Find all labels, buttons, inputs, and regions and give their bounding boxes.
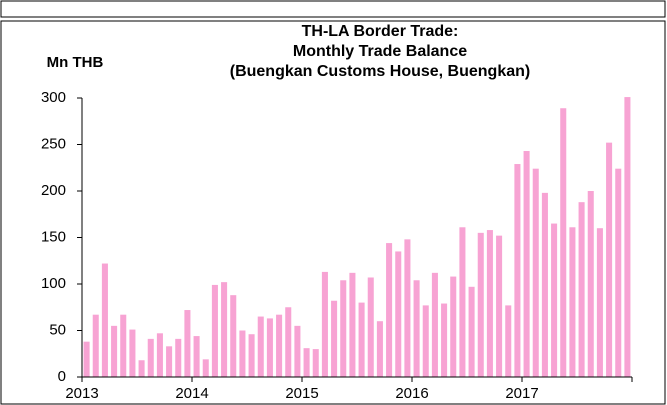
bar xyxy=(496,235,503,377)
x-tick-label: 2017 xyxy=(505,385,538,402)
bar xyxy=(523,151,530,377)
x-tick-label: 2016 xyxy=(395,385,428,402)
bar xyxy=(560,108,567,377)
bar xyxy=(285,307,292,377)
chart-title: Monthly Trade Balance xyxy=(293,43,467,60)
bar xyxy=(468,286,475,377)
top-frame xyxy=(0,0,666,18)
bar xyxy=(459,227,466,377)
bar xyxy=(156,333,163,377)
bar xyxy=(129,329,136,377)
bar xyxy=(175,338,182,377)
bar xyxy=(505,305,512,377)
bar xyxy=(83,341,90,377)
bar xyxy=(450,276,457,377)
bar xyxy=(211,284,218,377)
bar xyxy=(221,282,228,377)
bar xyxy=(166,346,173,377)
bar xyxy=(276,314,283,377)
bar xyxy=(514,164,521,377)
bar xyxy=(596,228,603,377)
bar xyxy=(147,338,154,377)
bar xyxy=(431,272,438,377)
x-tick-label: 2015 xyxy=(285,385,318,402)
chart-title: (Buengkan Customs House, Buengkan) xyxy=(230,63,530,80)
bar xyxy=(615,168,622,377)
y-tick-label: 150 xyxy=(41,228,66,245)
bar xyxy=(321,271,328,377)
y-tick-label: 250 xyxy=(41,135,66,152)
bar xyxy=(111,325,118,377)
bar xyxy=(624,97,631,377)
y-tick-label: 0 xyxy=(58,368,66,385)
bar xyxy=(386,243,393,377)
bar xyxy=(303,348,310,377)
bar xyxy=(569,227,576,377)
bar xyxy=(404,239,411,377)
bar xyxy=(422,305,429,377)
bar xyxy=(376,321,383,377)
bar xyxy=(578,202,585,377)
bar xyxy=(413,280,420,377)
y-tick-label: 100 xyxy=(41,275,66,292)
bar xyxy=(606,142,613,377)
x-tick-label: 2014 xyxy=(175,385,208,402)
x-tick-label: 2013 xyxy=(65,385,98,402)
bar xyxy=(541,192,548,377)
bar xyxy=(239,330,246,377)
bar xyxy=(248,334,255,377)
bar xyxy=(395,251,402,377)
bar xyxy=(532,168,539,377)
bar xyxy=(230,295,237,377)
y-tick-label: 50 xyxy=(49,321,66,338)
bar xyxy=(312,349,319,377)
bar xyxy=(587,191,594,377)
y-axis-label: Mn THB xyxy=(47,54,104,71)
bar xyxy=(349,272,356,377)
bar xyxy=(193,336,200,377)
bar xyxy=(138,360,145,377)
bar xyxy=(266,318,273,377)
bar xyxy=(486,230,493,377)
bar xyxy=(340,280,347,377)
bar xyxy=(257,316,264,377)
bar xyxy=(120,314,127,377)
bar xyxy=(331,300,338,377)
bar xyxy=(92,314,99,377)
bar xyxy=(202,359,209,377)
bar xyxy=(358,302,365,377)
chart-title: TH-LA Border Trade: xyxy=(302,23,459,40)
bar xyxy=(367,277,374,377)
bar xyxy=(441,303,448,377)
bar xyxy=(477,232,484,377)
bar xyxy=(101,263,108,377)
y-tick-label: 300 xyxy=(41,89,66,106)
bar xyxy=(294,325,301,377)
chart-frame xyxy=(0,20,666,405)
bar xyxy=(551,223,558,377)
y-tick-label: 200 xyxy=(41,182,66,199)
bar xyxy=(184,310,191,377)
